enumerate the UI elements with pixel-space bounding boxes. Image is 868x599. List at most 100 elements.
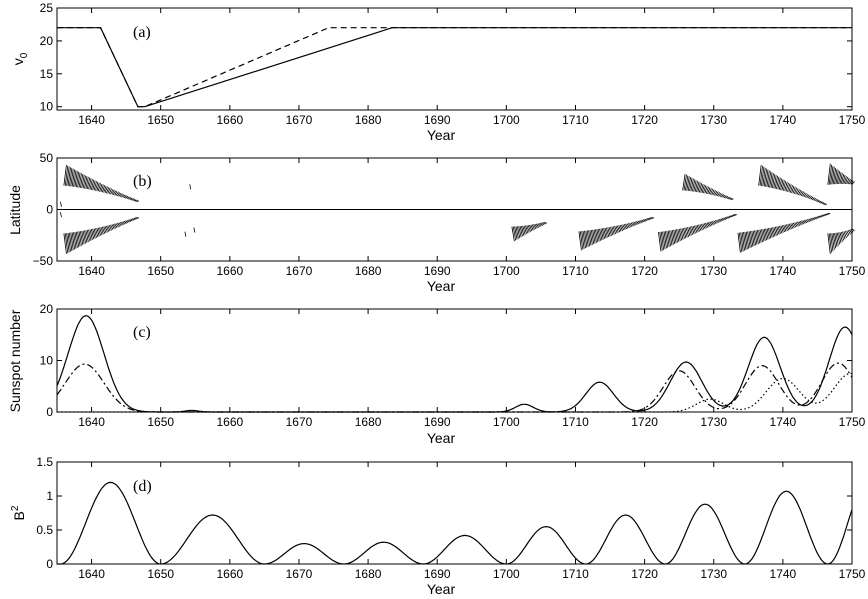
- wing-mark: [749, 231, 754, 247]
- wing-mark: [832, 167, 837, 185]
- panel-c-label: (c): [133, 324, 151, 341]
- wing-mark: [516, 226, 521, 239]
- wing-mark: [701, 184, 705, 194]
- wing-mark: [67, 167, 71, 187]
- wing-mark: [97, 227, 102, 236]
- wing-mark: [789, 185, 794, 193]
- wing-mark: [117, 192, 121, 197]
- wing-mark: [797, 189, 802, 196]
- wing-mark: [769, 227, 773, 238]
- panel-d-ylabel-sup: 2: [10, 505, 21, 511]
- x-tick-label: 1640: [78, 113, 105, 127]
- panel-c-frame: [56, 308, 853, 413]
- wing-mark: [828, 164, 833, 185]
- wing-mark: [605, 227, 610, 238]
- wing-mark: [97, 183, 102, 192]
- wing-mark: [835, 232, 839, 246]
- x-tick-label: 1690: [424, 113, 451, 127]
- wing-mark: [663, 231, 667, 249]
- panel-d: 1640 1650 1660 1670 1680 1690 1700 1710 1720 1730…: [10, 455, 866, 597]
- wing-mark: [130, 218, 134, 221]
- panel-c-curves: [56, 315, 853, 413]
- wing-mark: [104, 186, 108, 193]
- sunspot-series-dash-dot: [56, 362, 853, 413]
- wing-mark: [797, 221, 801, 226]
- wing-mark: [804, 219, 808, 224]
- panel-c-xlabel: Year: [427, 430, 456, 446]
- y-tick-label: 0: [46, 405, 53, 419]
- panel-b-label: (b): [133, 173, 152, 190]
- wing-mark: [677, 229, 681, 242]
- wing-mark: [762, 229, 766, 241]
- wing-mark: [66, 166, 70, 186]
- wing-mark: [592, 229, 596, 244]
- wing-mark: [68, 232, 73, 251]
- wing-mark: [690, 178, 694, 192]
- x-tick-label: 1640: [78, 264, 105, 278]
- wing-mark: [625, 223, 629, 229]
- wing-mark: [832, 233, 837, 249]
- wing-mark: [81, 230, 85, 245]
- butterfly-wing: [827, 163, 855, 185]
- wing-mark: [807, 195, 811, 199]
- wing-mark: [830, 233, 834, 252]
- butterfly-wing: [578, 216, 655, 251]
- wing-mark: [692, 225, 696, 234]
- wing-mark: [808, 218, 812, 222]
- wing-mark: [765, 169, 769, 187]
- wing-mark: [755, 230, 759, 245]
- wing-mark: [64, 233, 69, 254]
- wing-mark: [709, 221, 713, 226]
- wing-mark: [824, 213, 828, 216]
- wing-mark: [820, 215, 824, 217]
- wing-mark: [809, 195, 813, 200]
- wing-mark: [802, 220, 806, 224]
- wing-mark: [121, 221, 125, 225]
- wing-mark: [700, 183, 704, 193]
- panel-b-ticks: 1640 1650 1660 1670 1680 1690 1700 1710 1720 1730…: [33, 151, 866, 278]
- x-tick-label: 1650: [147, 567, 174, 581]
- wing-mark: [763, 228, 768, 241]
- wing-mark: [86, 229, 91, 242]
- wing-mark: [696, 224, 701, 232]
- wing-mark: [134, 199, 138, 202]
- wing-mark: [810, 196, 814, 200]
- panel-a-ticks: 1640 1650 1660 1670 1680 1690 1700 1710 1720 1730…: [40, 1, 866, 127]
- x-tick-label: 1690: [424, 264, 451, 278]
- wing-mark: [718, 192, 722, 197]
- wing-mark: [818, 200, 822, 203]
- wing-mark: [599, 228, 603, 241]
- panel-d-curves: [57, 481, 853, 565]
- wing-mark: [136, 216, 140, 219]
- wing-mark: [578, 231, 582, 251]
- wing-mark: [778, 178, 783, 190]
- wing-mark: [782, 180, 787, 191]
- wing-mark: [535, 223, 540, 228]
- wing-mark: [816, 216, 820, 219]
- wing-mark: [799, 220, 803, 225]
- wing-mark: [806, 194, 810, 199]
- wing-mark: [801, 220, 805, 225]
- x-tick-label: 1660: [216, 415, 243, 429]
- wing-mark: [527, 225, 531, 232]
- wing-mark: [705, 186, 710, 194]
- wing-mark: [770, 173, 774, 188]
- x-tick-label: 1700: [493, 415, 520, 429]
- wing-mark: [122, 194, 126, 198]
- wing-mark: [626, 223, 630, 229]
- wing-mark: [81, 174, 85, 189]
- x-tick-label: 1710: [562, 113, 589, 127]
- wing-mark: [765, 228, 769, 240]
- wing-mark: [125, 220, 129, 224]
- v0-series-dashed: [57, 27, 852, 108]
- wing-mark: [90, 229, 95, 240]
- wing-mark: [89, 229, 93, 240]
- wing-mark: [533, 224, 537, 230]
- wing-mark: [703, 223, 707, 229]
- wing-mark: [698, 224, 702, 231]
- wing-mark: [785, 182, 789, 192]
- wing-mark: [73, 232, 77, 249]
- wing-mark: [707, 187, 711, 195]
- wing-mark: [846, 177, 850, 185]
- wing-mark: [659, 231, 663, 251]
